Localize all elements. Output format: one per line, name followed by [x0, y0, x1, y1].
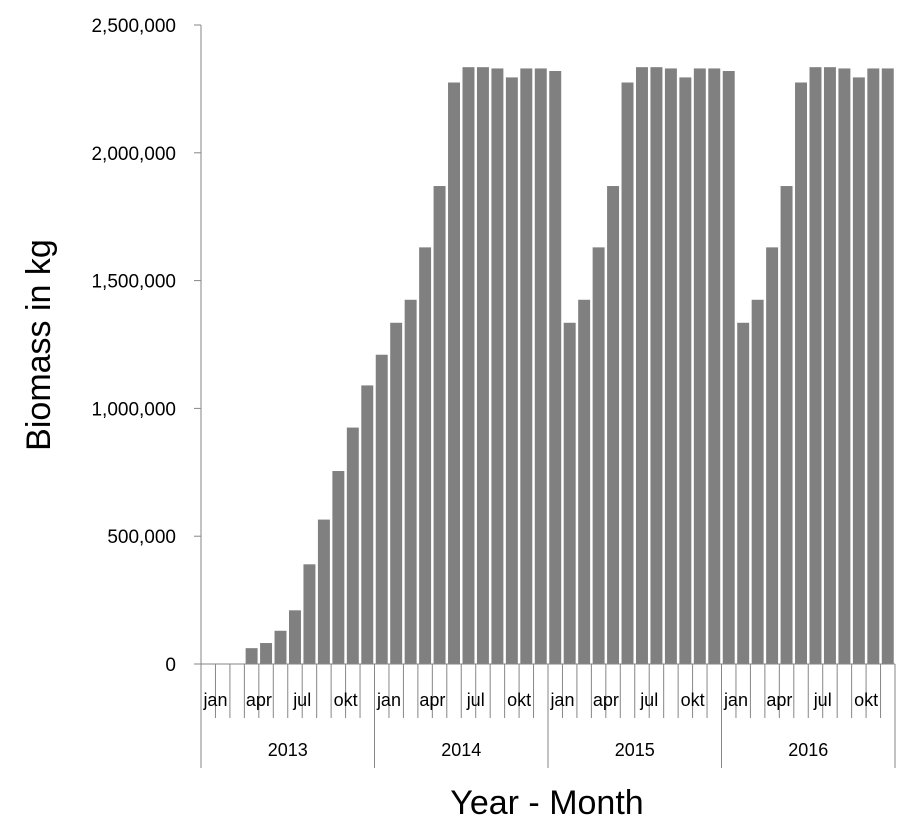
bar-40	[780, 186, 793, 664]
bar-22	[520, 68, 533, 664]
month-label-2013-apr: apr	[246, 690, 272, 710]
y-tick-label-0: 0	[165, 655, 176, 676]
bar-44	[838, 68, 851, 664]
y-tick-label-5: 2,500,000	[91, 16, 176, 37]
bar-42	[809, 67, 822, 665]
bar-33	[679, 77, 692, 664]
bar-27	[592, 247, 605, 664]
bar-37	[737, 322, 750, 664]
month-label-2013-jul: jul	[292, 690, 311, 710]
bar-30	[636, 67, 648, 665]
month-label-2013-okt: okt	[334, 690, 358, 710]
bar-11	[361, 385, 374, 664]
bar-5	[274, 630, 287, 664]
month-label-2014-jul: jul	[466, 690, 485, 710]
month-label-2015-okt: okt	[681, 690, 705, 710]
year-label-2016: 2016	[788, 740, 828, 760]
month-label-2016-apr: apr	[766, 690, 792, 710]
y-tick-label-3: 1,500,000	[91, 272, 176, 293]
month-label-2014-jan: jan	[376, 690, 401, 710]
bar-28	[607, 186, 620, 664]
bar-20	[491, 68, 504, 664]
bar-24	[549, 71, 562, 664]
month-label-2015-jul: jul	[639, 690, 658, 710]
x-axis-title: Year - Month	[450, 784, 643, 822]
bar-13	[390, 322, 403, 664]
bar-39	[766, 247, 779, 664]
bar-38	[751, 299, 764, 664]
bar-17	[448, 82, 460, 664]
bar-43	[823, 67, 836, 665]
bar-41	[795, 82, 807, 664]
month-label-2013-jan: jan	[202, 690, 227, 710]
month-label-2014-okt: okt	[507, 690, 531, 710]
y-tick-label-2: 1,000,000	[91, 399, 176, 420]
bar-36	[722, 71, 735, 664]
bar-12	[375, 354, 388, 664]
bar-15	[419, 247, 432, 664]
bar-18	[462, 67, 475, 665]
bar-8	[317, 519, 330, 664]
bar-47	[881, 68, 894, 664]
bar-23	[534, 68, 547, 664]
axes-group	[194, 24, 896, 768]
month-label-2014-apr: apr	[419, 690, 445, 710]
bar-4	[260, 643, 273, 664]
year-label-2013: 2013	[268, 740, 308, 760]
bar-46	[867, 68, 880, 664]
bar-10	[346, 427, 359, 664]
bar-31	[650, 67, 663, 665]
year-label-2014: 2014	[441, 740, 481, 760]
bar-19	[476, 67, 489, 665]
bar-35	[708, 68, 721, 664]
month-label-2015-apr: apr	[593, 690, 619, 710]
bar-21	[505, 77, 518, 664]
bars-group	[245, 67, 894, 665]
bar-14	[404, 299, 417, 664]
month-label-2016-jul: jul	[813, 690, 832, 710]
month-label-2015-jan: jan	[549, 690, 574, 710]
month-label-2016-jan: jan	[723, 690, 748, 710]
bar-29	[621, 82, 634, 664]
month-label-2016-okt: okt	[854, 690, 878, 710]
year-label-2015: 2015	[615, 740, 655, 760]
bar-26	[578, 299, 591, 664]
bar-25	[563, 322, 576, 664]
bar-34	[693, 68, 706, 664]
bar-3	[245, 648, 258, 664]
y-tick-label-4: 2,000,000	[91, 144, 176, 165]
bar-6	[289, 610, 301, 664]
bar-9	[332, 471, 345, 664]
bar-16	[433, 186, 446, 664]
bar-7	[303, 564, 316, 664]
y-axis-title: Biomass in kg	[20, 239, 58, 451]
bar-32	[664, 68, 677, 664]
y-tick-label-1: 500,000	[107, 527, 176, 548]
tick-labels-group: 0 500,000 1,000,000 1,500,000 2,000,000 2,500…	[91, 16, 878, 760]
bar-45	[852, 77, 865, 664]
